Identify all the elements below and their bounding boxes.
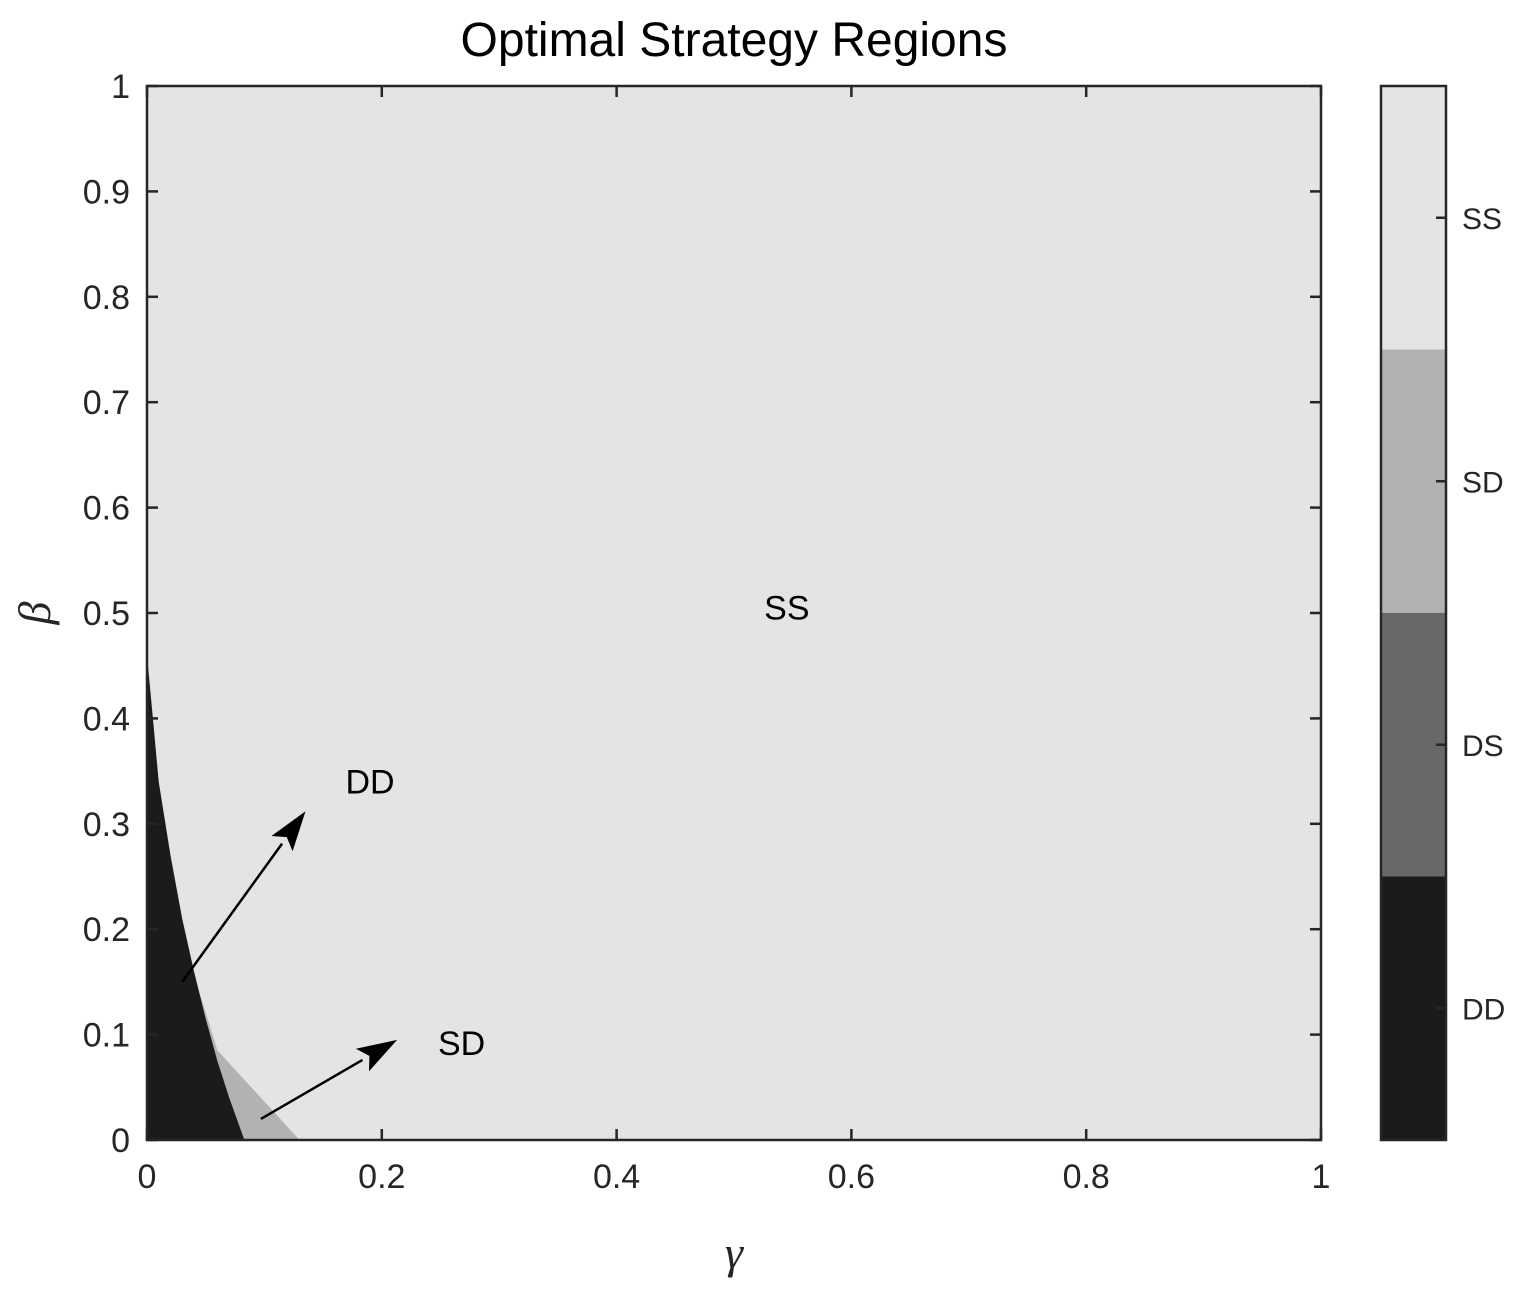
colorbar-tick-label: SD — [1462, 466, 1504, 499]
y-tick-label: 0.1 — [83, 1017, 130, 1055]
y-tick-label: 0.2 — [83, 911, 130, 949]
x-tick-label: 0 — [138, 1158, 157, 1196]
x-axis-label: γ — [725, 1227, 745, 1278]
region-ss — [147, 86, 1321, 1140]
arrow-sd-line — [260, 1058, 364, 1121]
plot-area — [147, 86, 1321, 1140]
x-tick-label: 0.6 — [828, 1158, 875, 1196]
y-tick-label: 1 — [111, 68, 130, 106]
region-dd — [147, 655, 245, 1140]
x-tick-label: 0.2 — [358, 1158, 405, 1196]
colorbar: DD DS SD SS — [1379, 84, 1505, 1142]
annotation-ss: SS — [764, 590, 809, 628]
arrow-sd-head — [355, 1039, 398, 1072]
colorbar-segment-dd — [1381, 876, 1446, 1140]
y-tick-label: 0.9 — [83, 173, 130, 211]
annotation-dd: DD — [346, 764, 395, 802]
arrow-dd-head — [271, 811, 306, 852]
chart-title: Optimal Strategy Regions — [461, 14, 1008, 67]
arrow-dd-line — [181, 842, 284, 983]
annotation-sd: SD — [438, 1025, 485, 1063]
colorbar-frame — [1379, 84, 1448, 1142]
x-tick-label: 0.4 — [593, 1158, 640, 1196]
x-tick-label: 0.8 — [1063, 1158, 1110, 1196]
annotations: SS DD SD — [181, 590, 810, 1121]
y-tick-label: 0.3 — [83, 806, 130, 844]
y-tick-label: 0.6 — [83, 490, 130, 528]
colorbar-tick-label: DD — [1462, 993, 1505, 1026]
x-tick-label: 1 — [1312, 1158, 1331, 1196]
y-tick-label: 0.7 — [83, 384, 130, 422]
y-tick-label: 0.5 — [83, 595, 130, 633]
colorbar-segment-sd — [1381, 349, 1446, 613]
y-tick-label: 0 — [111, 1122, 130, 1160]
colorbar-tick-label: SS — [1462, 203, 1502, 236]
colorbar-segment-ds — [1381, 613, 1446, 877]
y-tick-label: 0.4 — [83, 700, 130, 738]
colorbar-tick-label: DS — [1462, 730, 1504, 763]
y-tick-label: 0.8 — [83, 279, 130, 317]
y-axis-label: β — [9, 601, 60, 625]
colorbar-segment-ss — [1381, 86, 1446, 350]
y-axis: 0 0.1 0.2 0.3 0.4 0.5 0.6 0.7 0.8 0.9 1 — [83, 68, 1321, 1160]
x-axis: 0 0.2 0.4 0.6 0.8 1 — [138, 86, 1331, 1196]
